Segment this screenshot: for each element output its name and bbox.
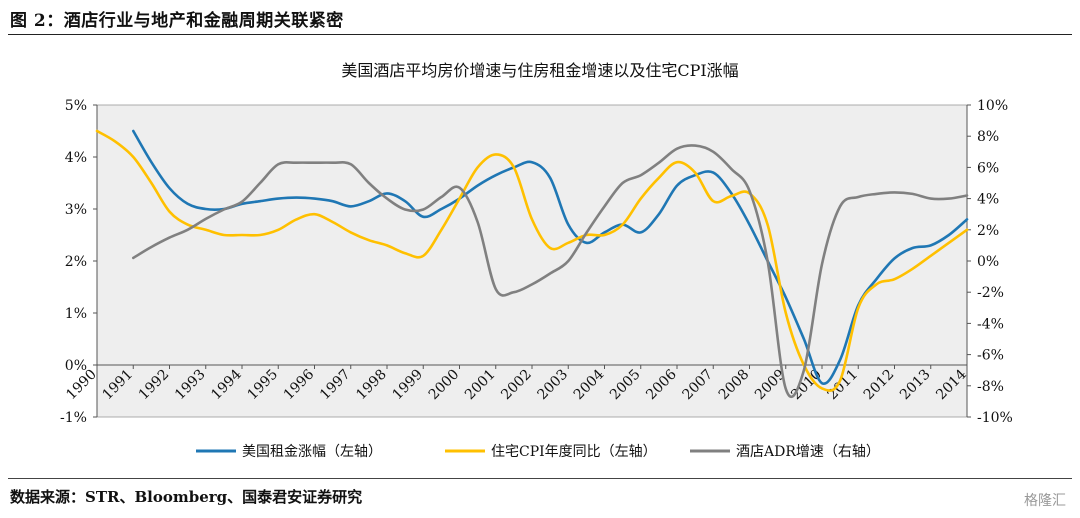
chart-title: 美国酒店平均房价增速与住房租金增速以及住宅CPI涨幅 xyxy=(341,61,738,80)
bottom-divider xyxy=(8,478,1072,479)
left-tick-label: 4% xyxy=(65,150,87,166)
right-tick-label: 0% xyxy=(977,254,999,270)
top-divider xyxy=(8,34,1072,35)
figure-caption: 图 2：酒店行业与地产和金融周期关联紧密 xyxy=(10,11,344,31)
right-axis-ticks: -10% -8% -6% -4% -2% 0% 2% 4% 6% 8% 10% xyxy=(967,98,1013,426)
right-tick-label: -4% xyxy=(977,316,1004,332)
line-chart: 美国酒店平均房价增速与住房租金增速以及住宅CPI涨幅 -1% 0% 1% 2% 3% 4%… xyxy=(60,61,1013,460)
right-tick-label: -6% xyxy=(977,348,1004,364)
source-note: 数据来源：STR、Bloomberg、国泰君安证券研究 xyxy=(10,488,363,506)
left-tick-label: 3% xyxy=(65,202,87,218)
right-tick-label: -10% xyxy=(977,410,1013,426)
left-tick-label: 0% xyxy=(65,358,87,374)
legend-label-0: 美国租金涨幅（左轴） xyxy=(242,444,382,460)
legend-label-1: 住宅CPI年度同比（左轴） xyxy=(491,444,657,460)
right-tick-label: 2% xyxy=(977,223,999,239)
legend: 美国租金涨幅（左轴） 住宅CPI年度同比（左轴） 酒店ADR增速（右轴） xyxy=(196,444,880,460)
left-tick-label: -1% xyxy=(60,410,87,426)
right-tick-label: -8% xyxy=(977,379,1004,395)
right-tick-label: 6% xyxy=(977,160,999,176)
series-line-0 xyxy=(132,129,969,385)
left-tick-label: 5% xyxy=(65,98,87,114)
right-tick-label: -2% xyxy=(977,285,1004,301)
series-line-2 xyxy=(132,144,969,398)
legend-label-2: 酒店ADR增速（右轴） xyxy=(736,444,880,460)
watermark-logo: 格隆汇 xyxy=(1024,493,1066,509)
right-tick-label: 10% xyxy=(977,98,1008,114)
series-line-1 xyxy=(95,129,969,392)
left-axis-ticks: -1% 0% 1% 2% 3% 4% 5% xyxy=(60,98,97,426)
left-tick-label: 1% xyxy=(65,306,87,322)
right-tick-label: 4% xyxy=(977,192,999,208)
right-tick-label: 8% xyxy=(977,129,999,145)
series-lines xyxy=(95,129,969,398)
left-tick-label: 2% xyxy=(65,254,87,270)
